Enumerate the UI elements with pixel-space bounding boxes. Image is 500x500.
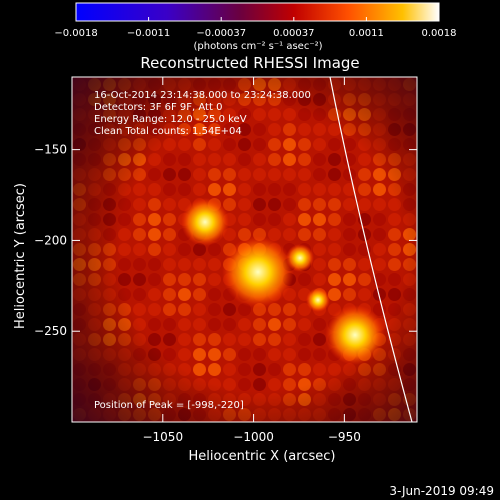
rhessi-image <box>72 77 417 422</box>
peak-position: Position of Peak = [-998,-220] <box>94 400 244 411</box>
colorbar-ticks: −0.0018 −0.0011 −0.00037 0.00037 0.0011 0.001… <box>54 17 457 39</box>
plot-frame <box>71 76 418 423</box>
x-tick-label: −1000 <box>233 430 274 444</box>
colorbar <box>75 2 440 22</box>
y-tick-label: −150 <box>34 143 67 157</box>
x-tick-label: −950 <box>328 430 361 444</box>
colorbar-tick-label: −0.00037 <box>196 28 246 39</box>
plot-title: Reconstructed RHESSI Image <box>140 54 359 72</box>
y-axis-label: Heliocentric Y (arcsec) <box>13 183 28 329</box>
y-tick-label: −200 <box>34 233 67 247</box>
colorbar-units: (photons cm⁻² s⁻¹ asec⁻²) <box>193 41 322 52</box>
axis-ticks: −1050 −1000 −950 −150 −200 −250 <box>34 77 417 444</box>
x-axis-label: Heliocentric X (arcsec) <box>189 449 336 464</box>
solar-limb <box>329 77 413 422</box>
colorbar-tick-label: −0.0011 <box>127 28 170 39</box>
x-tick-label: −1050 <box>142 430 183 444</box>
colorbar-tick-label: 0.0011 <box>349 28 384 39</box>
info-detectors: Detectors: 3F 6F 9F, Att 0 <box>94 102 222 113</box>
info-energy-range: Energy Range: 12.0 - 25.0 keV <box>94 114 247 125</box>
footer-date: 3-Jun-2019 09:49 <box>389 484 494 498</box>
info-clean-counts: Clean Total counts: 1.54E+04 <box>94 126 242 137</box>
y-tick-label: −250 <box>34 324 67 338</box>
colorbar-tick-label: 0.00037 <box>273 28 314 39</box>
colorbar-tick-label: 0.0018 <box>422 28 457 39</box>
colorbar-tick-label: −0.0018 <box>54 28 97 39</box>
info-time-range: 16-Oct-2014 23:14:38.000 to 23:24:38.000 <box>94 90 311 101</box>
